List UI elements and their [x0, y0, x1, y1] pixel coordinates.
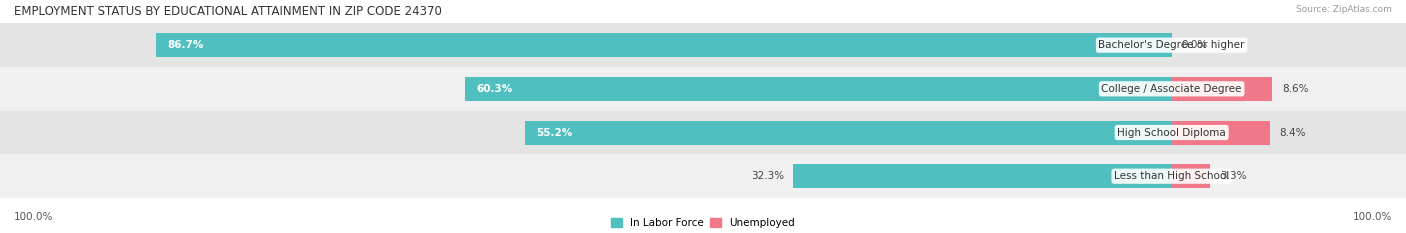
- Text: 8.6%: 8.6%: [1282, 84, 1309, 94]
- Text: 3.3%: 3.3%: [1219, 171, 1246, 181]
- Legend: In Labor Force, Unemployed: In Labor Force, Unemployed: [612, 218, 794, 228]
- Text: 8.4%: 8.4%: [1279, 127, 1306, 137]
- Bar: [0, 23, 1406, 67]
- Text: EMPLOYMENT STATUS BY EDUCATIONAL ATTAINMENT IN ZIP CODE 24370: EMPLOYMENT STATUS BY EDUCATIONAL ATTAINM…: [14, 5, 441, 18]
- Bar: [793, 164, 1171, 188]
- Bar: [1171, 164, 1211, 188]
- Bar: [524, 120, 1171, 144]
- Text: 55.2%: 55.2%: [537, 127, 572, 137]
- Bar: [0, 111, 1406, 154]
- Bar: [1171, 77, 1272, 101]
- Bar: [156, 33, 1171, 57]
- Text: Bachelor's Degree or higher: Bachelor's Degree or higher: [1098, 40, 1244, 50]
- Text: High School Diploma: High School Diploma: [1118, 127, 1226, 137]
- Text: 60.3%: 60.3%: [477, 84, 513, 94]
- Text: 86.7%: 86.7%: [167, 40, 204, 50]
- Bar: [1171, 120, 1270, 144]
- Text: 100.0%: 100.0%: [14, 212, 53, 222]
- Text: 0.0%: 0.0%: [1181, 40, 1208, 50]
- Text: 32.3%: 32.3%: [751, 171, 785, 181]
- Text: College / Associate Degree: College / Associate Degree: [1101, 84, 1241, 94]
- Text: 100.0%: 100.0%: [1353, 212, 1392, 222]
- Text: Source: ZipAtlas.com: Source: ZipAtlas.com: [1296, 5, 1392, 14]
- Text: Less than High School: Less than High School: [1114, 171, 1229, 181]
- Bar: [0, 67, 1406, 111]
- Bar: [0, 154, 1406, 198]
- Bar: [465, 77, 1171, 101]
